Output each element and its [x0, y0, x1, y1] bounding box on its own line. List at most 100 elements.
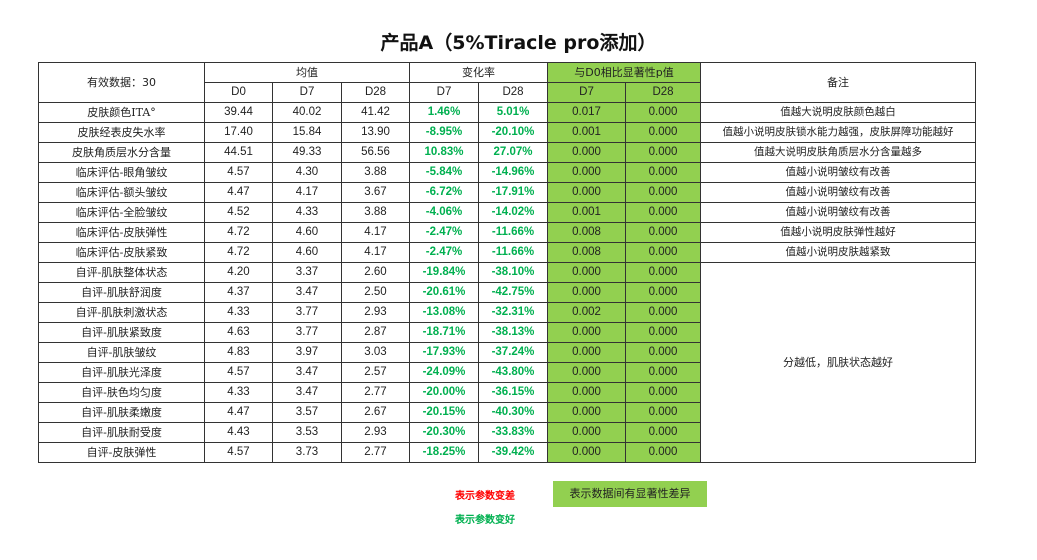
p-value-d28: 0.000 [625, 202, 701, 223]
mean-d7: 3.77 [272, 322, 342, 343]
legend-worse: 表示参数变差 [455, 491, 515, 502]
mean-d28: 2.77 [341, 382, 410, 403]
mean-d28: 3.88 [341, 202, 410, 223]
change-d7: -4.06% [409, 202, 479, 223]
change-d28: -11.66% [478, 242, 548, 263]
mean-d7: 3.97 [272, 342, 342, 363]
row-remark: 值越大说明皮肤角质层水分含量越多 [700, 142, 976, 163]
mean-d0: 4.33 [204, 302, 273, 323]
mean-d28: 3.88 [341, 162, 410, 183]
page-title: 产品A（5%Tiracle pro添加） [380, 32, 657, 54]
valid-data-header: 有效数据：30 [38, 62, 205, 103]
p-value-d28: 0.000 [625, 102, 701, 123]
row-label: 临床评估-额头皱纹 [38, 182, 205, 203]
mean-d7: 4.30 [272, 162, 342, 183]
self-eval-remark: 分越低，肌肤状态越好 [700, 262, 976, 463]
row-label: 皮肤颜色ITA° [38, 102, 205, 123]
mean-d28: 2.93 [341, 302, 410, 323]
table-row: 自评-皮肤弹性 4.57 3.73 2.77 -18.25% -39.42% 0.000 0.… [38, 442, 976, 463]
change-d28: -17.91% [478, 182, 548, 203]
mean-d28: 4.17 [341, 242, 410, 263]
change-d28: -38.13% [478, 322, 548, 343]
p-value-d28: 0.000 [625, 142, 701, 163]
p-value-d28: 0.000 [625, 242, 701, 263]
change-d28: -11.66% [478, 222, 548, 243]
mean-d28: 2.93 [341, 422, 410, 443]
change-d7: 1.46% [409, 102, 479, 123]
row-label: 自评-皮肤弹性 [38, 442, 205, 463]
remark-header: 备注 [700, 62, 976, 103]
row-remark: 值越小说明皮肤弹性越好 [700, 222, 976, 243]
table-row: 临床评估-皮肤紧致 4.72 4.60 4.17 -2.47% -11.66% 0.008 0… [38, 242, 976, 263]
mean-d28: 13.90 [341, 122, 410, 143]
change-col-d7: D7 [409, 82, 479, 103]
p-value-d28: 0.000 [625, 222, 701, 243]
change-d28: -43.80% [478, 362, 548, 383]
mean-d0: 4.20 [204, 262, 273, 283]
mean-d0: 44.51 [204, 142, 273, 163]
mean-d28: 56.56 [341, 142, 410, 163]
p-value-d7: 0.000 [547, 182, 626, 203]
p-value-header: 与D0相比显著性p值 [547, 62, 701, 83]
mean-d0: 4.52 [204, 202, 273, 223]
change-d7: -13.08% [409, 302, 479, 323]
change-d7: -20.30% [409, 422, 479, 443]
change-d7: -19.84% [409, 262, 479, 283]
table-row: 皮肤经表皮失水率 17.40 15.84 13.90 -8.95% -20.10% 0.00… [38, 122, 976, 143]
row-label: 自评-肌肤柔嫩度 [38, 402, 205, 423]
change-d7: -20.61% [409, 282, 479, 303]
table-row: 皮肤角质层水分含量 44.51 49.33 56.56 10.83% 27.07% 0.00… [38, 142, 976, 163]
mean-d7: 3.77 [272, 302, 342, 323]
row-label: 皮肤角质层水分含量 [38, 142, 205, 163]
mean-d28: 2.57 [341, 362, 410, 383]
change-d28: -20.10% [478, 122, 548, 143]
mean-d28: 3.67 [341, 182, 410, 203]
mean-d0: 17.40 [204, 122, 273, 143]
p-value-d28: 0.000 [625, 402, 701, 423]
mean-d0: 4.63 [204, 322, 273, 343]
p-value-d7: 0.000 [547, 402, 626, 423]
change-d7: -5.84% [409, 162, 479, 183]
row-remark: 值越小说明皱纹有改善 [700, 202, 976, 223]
table-body: 有效数据：30 均值 变化率 与D0相比显著性p值 备注 D0 D7 D28 D… [38, 62, 976, 463]
change-d28: -38.10% [478, 262, 548, 283]
mean-d0: 4.83 [204, 342, 273, 363]
p-value-d28: 0.000 [625, 262, 701, 283]
change-d7: -8.95% [409, 122, 479, 143]
change-d7: -24.09% [409, 362, 479, 383]
row-label: 自评-肌肤刺激状态 [38, 302, 205, 323]
table-row: 临床评估-眼角皱纹 4.57 4.30 3.88 -5.84% -14.96% 0.000 0… [38, 162, 976, 183]
row-remark: 值越小说明皱纹有改善 [700, 162, 976, 183]
table-row: 自评-肌肤紧致度 4.63 3.77 2.87 -18.71% -38.13% 0.000 0… [38, 322, 976, 343]
p-value-d28: 0.000 [625, 422, 701, 443]
change-d7: 10.83% [409, 142, 479, 163]
change-d7: -20.00% [409, 382, 479, 403]
mean-d7: 4.17 [272, 182, 342, 203]
legend-better: 表示参数变好 [455, 515, 515, 526]
p-value-d7: 0.000 [547, 322, 626, 343]
p-value-d28: 0.000 [625, 382, 701, 403]
header-row-1: 有效数据：30 均值 变化率 与D0相比显著性p值 备注 [38, 62, 976, 103]
change-d28: 27.07% [478, 142, 548, 163]
p-value-d7: 0.008 [547, 222, 626, 243]
mean-d28: 3.03 [341, 342, 410, 363]
p-value-d7: 0.000 [547, 442, 626, 463]
p-value-d28: 0.000 [625, 122, 701, 143]
p-value-d7: 0.002 [547, 302, 626, 323]
change-d28: -39.42% [478, 442, 548, 463]
p-value-d28: 0.000 [625, 322, 701, 343]
mean-d28: 4.17 [341, 222, 410, 243]
table-row: 临床评估-额头皱纹 4.47 4.17 3.67 -6.72% -17.91% 0.000 0… [38, 182, 976, 203]
row-label: 自评-肌肤皱纹 [38, 342, 205, 363]
p-value-d7: 0.001 [547, 202, 626, 223]
mean-d28: 2.60 [341, 262, 410, 283]
row-label: 临床评估-皮肤紧致 [38, 242, 205, 263]
mean-d28: 41.42 [341, 102, 410, 123]
mean-d0: 4.47 [204, 182, 273, 203]
row-label: 自评-肌肤整体状态 [38, 262, 205, 283]
change-d28: -42.75% [478, 282, 548, 303]
mean-d28: 2.77 [341, 442, 410, 463]
change-d28: -32.31% [478, 302, 548, 323]
mean-col-d0: D0 [204, 82, 273, 103]
legend-significant: 表示数据间有显著性差异 [553, 481, 707, 507]
